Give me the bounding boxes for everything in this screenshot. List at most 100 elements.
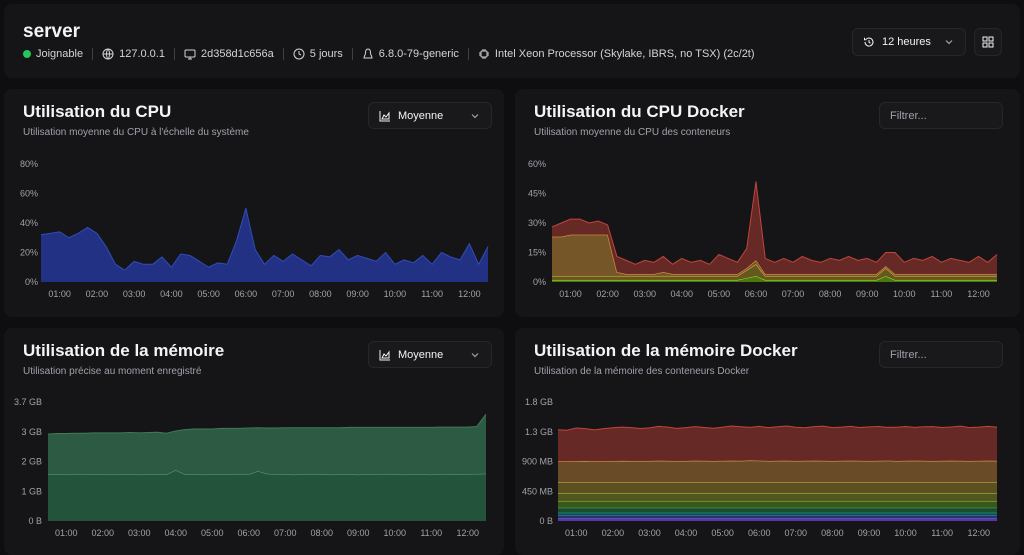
divider xyxy=(282,48,284,60)
card-title: Utilisation de la mémoire xyxy=(23,341,225,360)
divider xyxy=(351,48,353,60)
card-title: Utilisation du CPU Docker xyxy=(534,102,745,121)
y-tick-label: 20% xyxy=(20,248,38,258)
cpu-text: Intel Xeon Processor (Skylake, IBRS, no … xyxy=(494,48,755,60)
globe-icon xyxy=(102,48,114,60)
x-tick-label: 03:00 xyxy=(123,289,146,299)
x-tick-label: 02:00 xyxy=(86,289,109,299)
series-area xyxy=(558,518,997,521)
x-tick-label: 01:00 xyxy=(559,289,582,299)
server-info-row: Joignable 127.0.0.1 2d358d1c656a 5 jours… xyxy=(23,48,755,60)
cpu-aggregation-select[interactable]: Moyenne xyxy=(368,102,492,129)
series-area xyxy=(552,181,997,275)
x-tick-label: 08:00 xyxy=(819,289,842,299)
x-tick-label: 01:00 xyxy=(565,528,588,538)
server-header: server Joignable 127.0.0.1 2d358d1c656a … xyxy=(4,4,1020,78)
series-area xyxy=(552,264,997,281)
card-title: Utilisation du CPU xyxy=(23,102,172,121)
uptime-item: 5 jours xyxy=(293,48,343,60)
monitor-icon xyxy=(184,48,196,60)
x-tick-label: 08:00 xyxy=(310,528,333,538)
series-area xyxy=(558,460,997,482)
y-tick-label: 450 MB xyxy=(522,486,553,496)
status-item: Joignable xyxy=(23,48,83,60)
status-dot-icon xyxy=(23,50,31,58)
x-tick-label: 04:00 xyxy=(671,289,694,299)
cpu-docker-chart: 0% 15% 30% 45% 60% 01:00 02:00 03:00 04:00 05:00 0… xyxy=(528,159,998,299)
grid-icon xyxy=(982,36,994,48)
x-tick-label: 04:00 xyxy=(160,289,183,299)
x-tick-label: 08:00 xyxy=(821,528,844,538)
x-tick-label: 09:00 xyxy=(347,528,370,538)
series-area xyxy=(552,234,997,277)
series-area xyxy=(558,507,997,513)
x-tick-label: 07:00 xyxy=(785,528,808,538)
x-tick-label: 02:00 xyxy=(91,528,114,538)
series-area xyxy=(48,414,486,475)
chevron-down-icon xyxy=(943,36,955,48)
series-area xyxy=(558,512,997,516)
server-name: server xyxy=(23,21,81,42)
series-area xyxy=(48,470,486,521)
x-tick-label: 07:00 xyxy=(274,528,297,538)
x-tick-label: 06:00 xyxy=(235,289,258,299)
card-title: Utilisation de la mémoire Docker xyxy=(534,341,798,360)
x-tick-label: 03:00 xyxy=(633,289,656,299)
time-range-value: 12 heures xyxy=(882,36,931,48)
x-tick-label: 03:00 xyxy=(638,528,661,538)
y-tick-label: 2 GB xyxy=(21,457,42,467)
linux-icon xyxy=(362,48,374,60)
x-tick-label: 05:00 xyxy=(197,289,220,299)
x-tick-label: 10:00 xyxy=(894,528,917,538)
cpu-docker-filter-input[interactable] xyxy=(879,102,1003,129)
y-tick-label: 0% xyxy=(25,277,38,287)
x-tick-label: 10:00 xyxy=(893,289,916,299)
card-subtitle: Utilisation moyenne du CPU à l'échelle d… xyxy=(23,127,249,138)
series-area xyxy=(558,425,997,462)
area-chart-icon xyxy=(379,110,391,122)
kernel-item: 6.8.0-79-generic xyxy=(362,48,459,60)
x-tick-label: 04:00 xyxy=(675,528,698,538)
memory-docker-filter-input[interactable] xyxy=(879,341,1003,368)
time-range-select[interactable]: 12 heures xyxy=(852,28,966,56)
status-text: Joignable xyxy=(36,48,84,60)
history-icon xyxy=(863,36,875,48)
x-tick-label: 06:00 xyxy=(237,528,260,538)
layout-toggle-button[interactable] xyxy=(974,28,1002,56)
x-tick-label: 10:00 xyxy=(384,289,407,299)
ip-text: 127.0.0.1 xyxy=(119,48,165,60)
y-tick-label: 900 MB xyxy=(522,457,553,467)
divider xyxy=(173,48,175,60)
clock-arrow-icon xyxy=(293,48,305,60)
y-tick-label: 60% xyxy=(528,159,546,169)
series-line xyxy=(557,425,998,431)
memory-docker-chart: 0 B 450 MB 900 MB 1.3 GB 1.8 GB 01:00 02:00 03:… xyxy=(522,397,998,538)
area-chart-icon xyxy=(379,349,391,361)
x-tick-label: 02:00 xyxy=(596,289,619,299)
memory-aggregation-select[interactable]: Moyenne xyxy=(368,341,492,368)
y-tick-label: 0 B xyxy=(539,516,553,526)
x-tick-label: 04:00 xyxy=(164,528,187,538)
memory-usage-card: Utilisation de la mémoire Utilisation pr… xyxy=(4,328,504,555)
uptime-text: 5 jours xyxy=(309,48,343,60)
y-tick-label: 15% xyxy=(528,248,546,258)
cpu-chart: 0% 20% 40% 60% 80% 01:00 02:00 03:00 04:00 05:00 0… xyxy=(20,159,489,299)
x-tick-label: 11:00 xyxy=(931,528,953,538)
kernel-text: 6.8.0-79-generic xyxy=(378,48,459,60)
y-tick-label: 1.3 GB xyxy=(525,427,553,437)
series-line xyxy=(47,413,487,435)
x-tick-label: 09:00 xyxy=(858,528,881,538)
x-tick-label: 03:00 xyxy=(128,528,151,538)
x-tick-label: 01:00 xyxy=(55,528,78,538)
hostname-text: 2d358d1c656a xyxy=(200,48,274,60)
ip-item: 127.0.0.1 xyxy=(102,48,165,60)
y-tick-label: 80% xyxy=(20,159,38,169)
x-tick-label: 07:00 xyxy=(272,289,295,299)
x-tick-label: 12:00 xyxy=(967,289,990,299)
x-tick-label: 10:00 xyxy=(383,528,406,538)
series-line xyxy=(48,469,487,476)
y-tick-label: 0% xyxy=(533,277,546,287)
x-tick-label: 08:00 xyxy=(309,289,332,299)
x-tick-label: 12:00 xyxy=(456,528,479,538)
cpu-docker-card: Utilisation du CPU Docker Utilisation mo… xyxy=(515,89,1020,317)
